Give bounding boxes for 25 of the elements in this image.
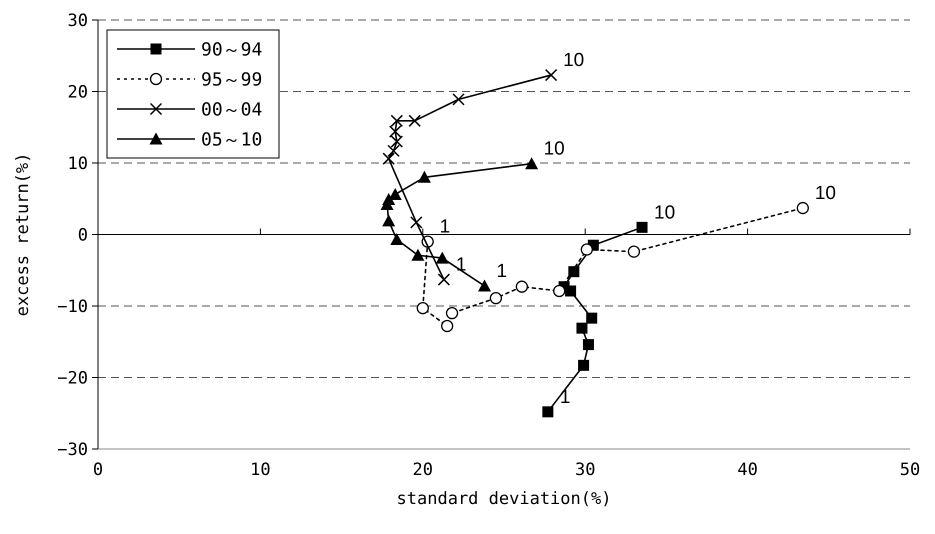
y-tick-label: 0 xyxy=(78,225,88,246)
y-tick-label: 20 xyxy=(68,82,88,102)
annotation: 1 xyxy=(496,260,508,282)
x-tick-label: 50 xyxy=(900,460,920,480)
legend-label: 90～94 xyxy=(201,39,262,60)
legend-label: 05～10 xyxy=(201,129,262,150)
y-tick-label: −30 xyxy=(57,440,88,460)
legend-label: 95～99 xyxy=(201,69,262,90)
x-tick-label: 20 xyxy=(412,460,434,480)
annotation: 10 xyxy=(563,50,584,72)
annotation: 1 xyxy=(440,216,450,238)
y-tick-label: −10 xyxy=(57,296,88,317)
y-axis-title: excess return(%) xyxy=(13,152,33,316)
x-axis-title: standard deviation(%) xyxy=(396,489,612,509)
x-tick-label: 0 xyxy=(92,460,104,480)
annotation: 10 xyxy=(654,202,676,224)
x-tick-label: 30 xyxy=(574,460,596,480)
legend-label: 00～04 xyxy=(201,99,262,120)
y-tick-label: −20 xyxy=(57,368,88,388)
x-tick-label: 40 xyxy=(737,460,758,480)
annotation: 10 xyxy=(814,183,836,204)
y-tick-label: 30 xyxy=(68,10,88,31)
x-tick-label: 10 xyxy=(250,460,271,480)
annotation: 10 xyxy=(544,138,565,160)
y-tick-label: 10 xyxy=(68,154,88,174)
